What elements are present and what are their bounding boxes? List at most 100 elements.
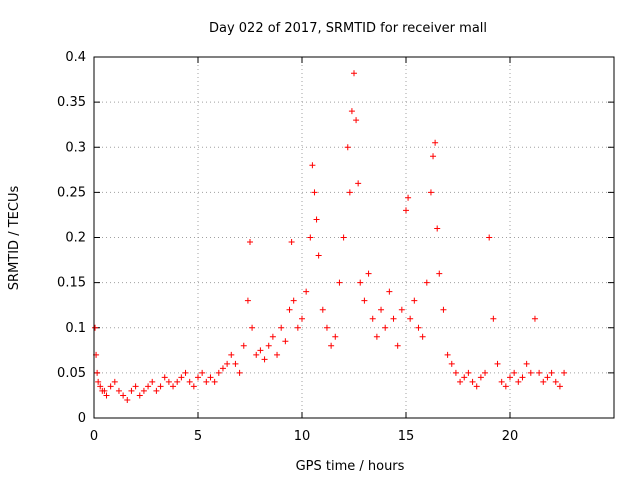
data-point: [419, 333, 426, 340]
data-point: [174, 378, 181, 385]
data-point: [415, 324, 422, 331]
data-point: [140, 387, 147, 394]
data-point: [107, 383, 114, 390]
data-point: [236, 369, 243, 376]
data-point: [473, 383, 480, 390]
data-point: [215, 369, 222, 376]
data-point: [228, 351, 235, 358]
y-tick-label: 0: [78, 411, 86, 426]
y-tick-label: 0.3: [65, 140, 86, 155]
data-point: [519, 374, 526, 381]
data-point: [486, 234, 493, 241]
data-point: [432, 139, 439, 146]
y-tick-label: 0.4: [65, 50, 86, 65]
data-point: [548, 369, 555, 376]
data-point: [351, 70, 357, 77]
data-point: [336, 279, 343, 286]
data-point: [527, 369, 534, 376]
data-point: [531, 315, 538, 322]
data-point: [92, 324, 99, 331]
data-point: [423, 279, 430, 286]
data-point: [157, 383, 164, 390]
data-point: [165, 378, 172, 385]
data-point: [448, 360, 455, 367]
data-point: [132, 383, 139, 390]
data-point: [294, 324, 301, 331]
data-point: [101, 387, 108, 394]
data-point: [440, 306, 447, 313]
data-point: [465, 369, 472, 376]
data-point: [536, 369, 543, 376]
data-point: [452, 369, 459, 376]
data-point: [511, 369, 518, 376]
data-point: [95, 378, 102, 385]
data-point: [332, 333, 339, 340]
data-point: [249, 324, 256, 331]
data-points: [92, 70, 568, 403]
data-point: [340, 234, 347, 241]
x-tick-label: 0: [90, 429, 98, 444]
data-point: [394, 342, 401, 349]
data-point: [328, 342, 335, 349]
y-axis-label: SRMTID / TECUs: [7, 186, 22, 291]
data-point: [299, 315, 305, 322]
data-point: [507, 374, 513, 381]
data-point: [120, 392, 127, 399]
data-point: [552, 378, 559, 385]
data-point: [311, 189, 318, 196]
data-point: [348, 108, 355, 115]
data-point: [178, 374, 185, 381]
data-point: [403, 207, 409, 214]
data-point: [224, 360, 231, 367]
data-point: [346, 189, 353, 196]
data-point: [247, 239, 253, 246]
data-point: [257, 347, 264, 354]
data-point: [373, 333, 380, 340]
data-point: [186, 378, 193, 385]
data-point: [244, 297, 251, 304]
y-tick-label: 0.15: [57, 276, 86, 291]
data-point: [128, 387, 135, 394]
data-point: [494, 360, 501, 367]
data-point: [398, 306, 405, 313]
axis-ticks: 0 0.05 0.1 0.15 0.2 0.25 0.3 0.35 0.4 0 5 10 15 20: [57, 50, 614, 444]
x-tick-label: 20: [502, 429, 519, 444]
data-point: [182, 369, 189, 376]
data-point: [103, 392, 110, 399]
data-point: [323, 324, 330, 331]
data-point: [290, 297, 297, 304]
data-point: [561, 369, 568, 376]
data-point: [357, 279, 364, 286]
data-point: [457, 378, 464, 385]
data-point: [365, 270, 372, 277]
x-tick-label: 5: [194, 429, 202, 444]
y-tick-label: 0.2: [65, 231, 86, 246]
data-point: [309, 162, 316, 169]
y-tick-label: 0.25: [57, 185, 86, 200]
data-point: [436, 270, 443, 277]
data-point: [219, 365, 226, 372]
data-point: [556, 383, 563, 390]
x-axis-label: GPS time / hours: [296, 459, 405, 474]
data-point: [211, 378, 218, 385]
data-point: [115, 387, 122, 394]
data-point: [232, 360, 239, 367]
data-point: [353, 117, 360, 124]
data-point: [265, 342, 272, 349]
data-point: [498, 378, 505, 385]
data-point: [386, 288, 393, 295]
data-point: [382, 324, 389, 331]
data-point: [269, 333, 276, 340]
data-point: [313, 216, 320, 223]
data-point: [390, 315, 397, 322]
data-point: [278, 324, 285, 331]
data-point: [203, 378, 210, 385]
chart-title: Day 022 of 2017, SRMTID for receiver mal…: [209, 21, 487, 36]
data-point: [434, 225, 441, 232]
data-point: [136, 392, 143, 399]
data-point: [477, 374, 484, 381]
data-point: [253, 351, 260, 358]
data-point: [307, 234, 314, 241]
data-point: [190, 383, 197, 390]
